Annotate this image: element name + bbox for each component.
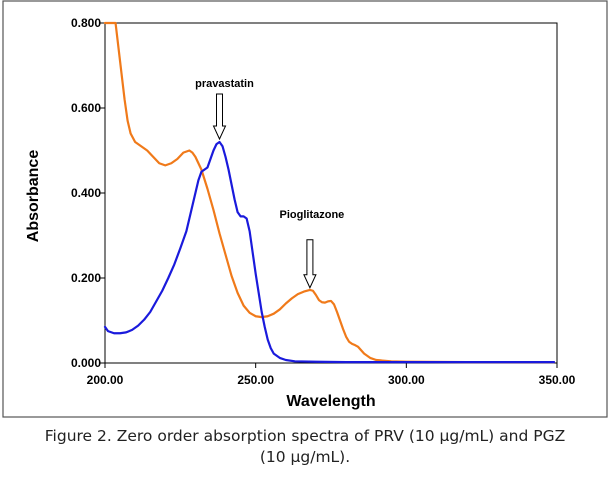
pravastatin-label: pravastatin bbox=[195, 78, 254, 90]
x-tick-label: 250.00 bbox=[237, 373, 274, 387]
y-tick-label: 0.600 bbox=[71, 101, 101, 115]
x-tick-label: 300.00 bbox=[388, 373, 425, 387]
pioglitazone-arrow bbox=[303, 239, 317, 289]
spectra-chart: 0.000 0.200 0.400 0.600 0.800 200.00 250.00 30… bbox=[2, 0, 608, 418]
y-tick-label: 0.200 bbox=[71, 271, 101, 285]
y-tick-label: 0.000 bbox=[71, 356, 101, 370]
caption-line-1: Figure 2. Zero order absorption spectra … bbox=[44, 427, 566, 445]
series-layer bbox=[103, 21, 556, 364]
x-tick-label: 200.00 bbox=[87, 373, 124, 387]
y-tick-label: 0.800 bbox=[71, 16, 101, 30]
pravastatin-arrow bbox=[212, 93, 227, 141]
y-axis: 0.000 0.200 0.400 0.600 0.800 bbox=[71, 16, 105, 370]
pioglitazone-label: Pioglitazone bbox=[280, 209, 345, 221]
x-axis: 200.00 250.00 300.00 350.00 bbox=[87, 363, 576, 387]
plot-area bbox=[104, 22, 558, 364]
x-axis-title: Wavelength bbox=[286, 393, 375, 410]
x-tick-label: 350.00 bbox=[539, 373, 576, 387]
caption-line-2: (10 µg/mL). bbox=[259, 448, 351, 466]
series-line-prv bbox=[103, 140, 556, 364]
y-axis-title: Absorbance bbox=[25, 150, 42, 243]
annotation-layer: pravastatin Pioglitazone bbox=[195, 78, 345, 289]
figure-caption: Figure 2. Zero order absorption spectra … bbox=[0, 426, 610, 468]
figure-frame: 0.000 0.200 0.400 0.600 0.800 200.00 250.00 30… bbox=[2, 0, 608, 418]
series-line-pgz bbox=[103, 21, 556, 364]
y-tick-label: 0.400 bbox=[71, 186, 101, 200]
